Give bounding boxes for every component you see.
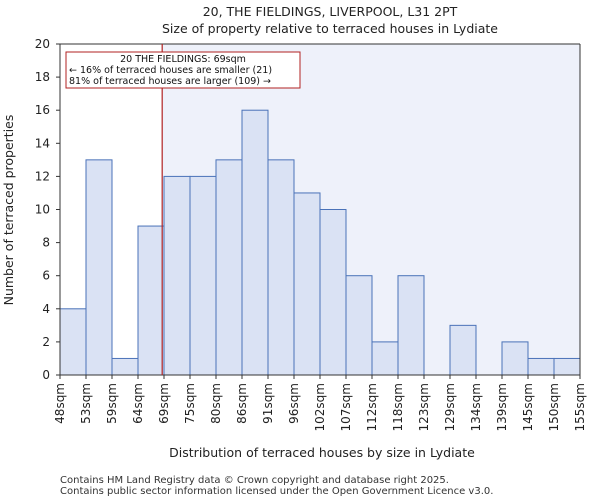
x-tick-label-112sqm: 112sqm [365, 383, 379, 431]
x-tick-label-102sqm: 102sqm [313, 383, 327, 431]
x-tick-label-69sqm: 69sqm [157, 383, 171, 424]
y-axis-label: Number of terraced properties [1, 115, 16, 306]
x-tick-label-64sqm: 64sqm [131, 383, 145, 424]
bar-59sqm [111, 357, 139, 376]
y-tick-label-0: 0 [42, 368, 50, 382]
x-tick-label-53sqm: 53sqm [79, 383, 93, 424]
y-tick-label-20: 20 [35, 37, 50, 51]
y-tick-label-6: 6 [42, 269, 50, 283]
annotation-box [65, 51, 301, 89]
y-tick-label-16: 16 [35, 103, 50, 117]
x-tick-label-129sqm: 129sqm [443, 383, 457, 431]
chart-subtitle: Size of property relative to terraced ho… [162, 21, 498, 36]
x-tick-label-107sqm: 107sqm [339, 383, 353, 431]
y-tick-label-10: 10 [35, 203, 50, 217]
y-tick-label-4: 4 [42, 302, 50, 316]
y-tick-label-12: 12 [35, 169, 50, 183]
footer-line-1: Contains HM Land Registry data © Crown c… [60, 475, 449, 486]
bar-150sqm [553, 357, 581, 376]
y-tick-label-2: 2 [42, 335, 50, 349]
x-tick-label-96sqm: 96sqm [287, 383, 301, 424]
annotation-line-3: 81% of terraced houses are larger (109) … [69, 76, 271, 87]
annotation-line-2: ← 16% of terraced houses are smaller (21… [69, 65, 272, 76]
x-tick-label-80sqm: 80sqm [209, 383, 223, 424]
bar-118sqm [397, 275, 425, 376]
bar-48sqm [59, 308, 87, 376]
x-tick-label-48sqm: 48sqm [53, 383, 67, 424]
bar-64sqm [137, 225, 165, 376]
bar-129sqm [449, 324, 477, 376]
bar-69sqm [163, 175, 191, 376]
bar-107sqm [345, 275, 373, 376]
x-tick-label-155sqm: 155sqm [573, 383, 587, 431]
annotation-line-1: 20 THE FIELDINGS: 69sqm [120, 54, 246, 65]
x-tick-label-118sqm: 118sqm [391, 383, 405, 431]
x-tick-label-123sqm: 123sqm [417, 383, 431, 431]
bar-80sqm [215, 159, 243, 376]
y-tick-label-14: 14 [35, 136, 50, 150]
x-tick-label-86sqm: 86sqm [235, 383, 249, 424]
x-tick-label-134sqm: 134sqm [469, 383, 483, 431]
bar-102sqm [319, 209, 347, 376]
bar-112sqm [371, 341, 399, 376]
x-axis-label: Distribution of terraced houses by size … [169, 445, 475, 460]
bar-96sqm [293, 192, 321, 376]
x-tick-label-150sqm: 150sqm [547, 383, 561, 431]
x-tick-label-59sqm: 59sqm [105, 383, 119, 424]
bar-139sqm [501, 341, 529, 376]
x-tick-label-75sqm: 75sqm [183, 383, 197, 424]
y-tick-label-18: 18 [35, 70, 50, 84]
chart-title: 20, THE FIELDINGS, LIVERPOOL, L31 2PT [203, 4, 458, 19]
plot-area: 0 2 4 6 8 10 12 14 16 18 20 48sqm 53sqm 59sqm 64sqm 69s… [35, 37, 587, 431]
bar-145sqm [527, 357, 555, 376]
y-tick-label-8: 8 [42, 236, 50, 250]
x-tick-label-91sqm: 91sqm [261, 383, 275, 424]
bar-75sqm [189, 175, 217, 376]
bar-86sqm [241, 109, 269, 376]
bar-91sqm [267, 159, 295, 376]
x-tick-label-139sqm: 139sqm [495, 383, 509, 431]
x-tick-label-145sqm: 145sqm [521, 383, 535, 431]
bar-53sqm [85, 159, 113, 376]
footer-line-2: Contains public sector information licen… [60, 486, 493, 497]
